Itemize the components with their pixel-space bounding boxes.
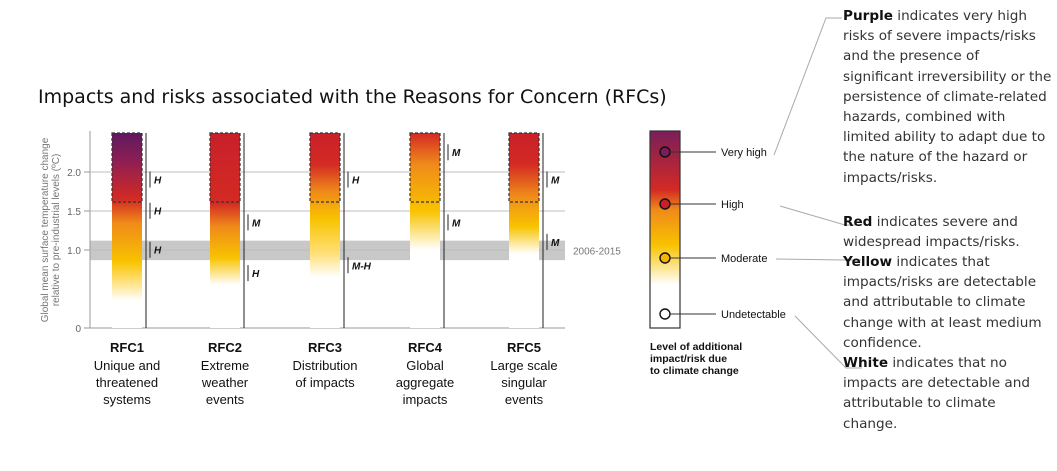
note-color-word: Purple — [843, 8, 893, 24]
legend-level-label: Very high — [721, 147, 767, 159]
bar-dashed-cap — [209, 132, 241, 203]
confidence-label: M — [252, 218, 261, 229]
note-red: Red indicates severe and widespread impa… — [843, 212, 1053, 252]
rfc-description: events — [206, 392, 245, 407]
rfc-description: singular — [501, 375, 547, 390]
confidence-label: H — [154, 246, 162, 257]
rfc-description: weather — [201, 375, 249, 390]
note-connector — [773, 17, 842, 156]
rfc-code: RFC5 — [507, 340, 541, 355]
rfc-bar-2: H M RFC2 Extreme weather events — [201, 132, 261, 407]
legend-marker — [659, 198, 671, 210]
legend-caption: Level of additional — [650, 341, 742, 353]
confidence-label: M — [452, 148, 461, 159]
confidence-label: M — [551, 238, 560, 249]
rfc-bar — [310, 133, 340, 328]
risk-legend: Very high High Moderate Undetectable Level o… — [649, 17, 862, 377]
y-tick-label: 0 — [75, 324, 81, 335]
legend-level-label: Undetectable — [721, 309, 786, 321]
bar-dashed-cap — [409, 132, 441, 203]
rfc-description: aggregate — [396, 375, 455, 390]
y-tick-label: 1.0 — [67, 246, 81, 257]
rfc-bar-1: H H H RFC1 Unique and threatened systems — [94, 132, 162, 407]
bar-dashed-cap — [111, 132, 143, 203]
rfc-code: RFC4 — [408, 340, 443, 355]
confidence-label: H — [252, 269, 260, 280]
rfc-description: events — [505, 392, 544, 407]
confidence-label: H — [154, 176, 162, 187]
confidence-label: M — [551, 176, 560, 187]
note-purple: Purple indicates very high risks of seve… — [843, 6, 1053, 188]
note-text: indicates that no impacts are detectable… — [843, 355, 1030, 432]
rfc-bar-5: M M RFC5 Large scale singular events — [490, 132, 560, 407]
rfc-bar — [410, 133, 440, 328]
legend-marker — [659, 146, 671, 158]
bar-dashed-cap — [508, 132, 540, 203]
y-axis-label: Global mean surface temperature changere… — [40, 137, 62, 322]
note-text: indicates very high risks of severe impa… — [843, 8, 1052, 186]
rfc-bar — [112, 133, 142, 328]
rfc-description: Distribution — [292, 358, 357, 373]
rfc-description: impacts — [403, 392, 448, 407]
rfc-bar — [509, 133, 539, 328]
confidence-label: M — [452, 218, 461, 229]
legend-marker — [659, 308, 671, 320]
rfc-code: RFC3 — [308, 340, 342, 355]
rfc-description: Unique and — [94, 358, 161, 373]
confidence-label: H — [154, 207, 162, 218]
note-color-word: Red — [843, 214, 873, 230]
rfc-bar — [210, 133, 240, 328]
note-yellow: Yellow indicates that impacts/risks are … — [843, 252, 1053, 353]
y-tick-label: 1.5 — [67, 207, 81, 218]
legend-caption: impact/risk due — [650, 353, 727, 365]
confidence-label: M-H — [352, 261, 372, 272]
legend-caption: to climate change — [650, 365, 739, 377]
rfc-description: Global — [406, 358, 444, 373]
chart-title: Impacts and risks associated with the Re… — [38, 86, 667, 108]
rfc-description: threatened — [96, 375, 158, 390]
bar-dashed-cap — [309, 132, 341, 203]
rfc-code: RFC2 — [208, 340, 242, 355]
rfc-bar-3: M-H H RFC3 Distribution of impacts — [292, 132, 372, 390]
note-connector — [779, 205, 861, 226]
legend-bar — [649, 130, 681, 329]
rfc-description: of impacts — [295, 375, 355, 390]
note-color-word: Yellow — [843, 254, 893, 270]
rfc-bar-4: M M RFC4 Global aggregate impacts — [396, 132, 461, 407]
confidence-label: H — [352, 176, 360, 187]
reference-band-label: 2006-2015 — [573, 246, 621, 257]
legend-level-label: High — [721, 199, 744, 211]
rfc-description: Extreme — [201, 358, 249, 373]
rfc-code: RFC1 — [110, 340, 144, 355]
note-text: indicates severe and widespread impacts/… — [843, 214, 1020, 251]
legend-marker — [659, 252, 671, 264]
y-axis-label-line: relative to pre-industrial levels (ºC) — [51, 154, 62, 307]
note-white: White indicates that no impacts are dete… — [843, 353, 1053, 434]
y-axis-label-line: Global mean surface temperature change — [40, 137, 51, 322]
note-connector — [775, 258, 861, 261]
y-tick-label: 2.0 — [67, 168, 81, 179]
legend-level-label: Moderate — [721, 253, 767, 265]
note-text: indicates that impacts/risks are detecta… — [843, 254, 1042, 351]
note-color-word: White — [843, 355, 889, 371]
rfc-bars: H H H RFC1 Unique and threatened systems H M RFC2… — [94, 132, 560, 407]
note-connector — [794, 315, 862, 369]
rfc-description: Large scale — [490, 358, 557, 373]
rfc-description: systems — [103, 392, 151, 407]
